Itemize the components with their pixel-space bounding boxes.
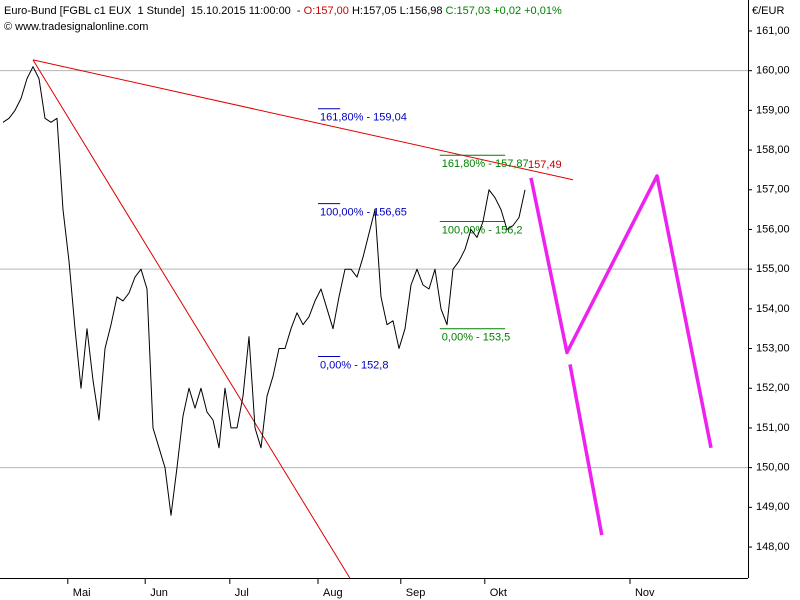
x-tick-label: Nov	[635, 587, 655, 599]
fib-label: 0,00% - 153,5	[442, 332, 511, 344]
y-tick-label: 153,00	[756, 342, 790, 354]
y-tick-label: 155,00	[756, 263, 790, 275]
series-line	[2, 66, 526, 516]
x-tick-label: Okt	[490, 587, 507, 599]
y-tick-label: 159,00	[756, 104, 790, 116]
y-tick-label: 148,00	[756, 541, 790, 553]
x-tick-label: Mai	[73, 587, 91, 599]
x-tick-label: Jul	[235, 587, 249, 599]
y-tick-label: 152,00	[756, 382, 790, 394]
series-line	[568, 364, 604, 536]
fib-label: 161,80% - 159,04	[320, 112, 407, 124]
x-tick-label: Aug	[323, 587, 343, 599]
trend-line	[32, 59, 351, 579]
annotation: 157,49	[528, 159, 562, 171]
x-tick-label: Jun	[150, 587, 168, 599]
header-part: Euro-Bund [FGBL c1 EUX 1 Stunde] 15.10.2…	[4, 5, 304, 17]
trend-line	[32, 59, 574, 181]
y-tick-label: 149,00	[756, 501, 790, 513]
unit: €/EUR	[752, 5, 784, 17]
y-tick-label: 161,00	[756, 25, 790, 37]
header-part: O:157,00	[304, 5, 349, 17]
y-tick-label: 151,00	[756, 422, 790, 434]
plot-area: 161,80% - 159,04 100,00% - 156,65 0,00% - …	[0, 59, 748, 579]
header-part: C:157,03 +0,02 +0,01%	[446, 5, 562, 17]
fib-label: 161,80% - 157,87	[442, 158, 529, 170]
y-tick-label: 150,00	[756, 462, 790, 474]
y-tick-label: 158,00	[756, 144, 790, 156]
header: Euro-Bund [FGBL c1 EUX 1 Stunde] 15.10.2…	[4, 5, 562, 17]
fib-label: 100,00% - 156,2	[442, 224, 523, 236]
y-tick-label: 157,00	[756, 184, 790, 196]
y-tick-label: 160,00	[756, 65, 790, 77]
series-line	[529, 174, 713, 449]
source: © www.tradesignalonline.com	[4, 21, 148, 33]
y-tick-label: 154,00	[756, 303, 790, 315]
fib-label: 0,00% - 152,8	[320, 359, 389, 371]
x-tick-label: Sep	[406, 587, 426, 599]
fib-label: 100,00% - 156,65	[320, 207, 407, 219]
y-tick-label: 156,00	[756, 223, 790, 235]
header-part: H:157,05 L:156,98	[349, 5, 446, 17]
